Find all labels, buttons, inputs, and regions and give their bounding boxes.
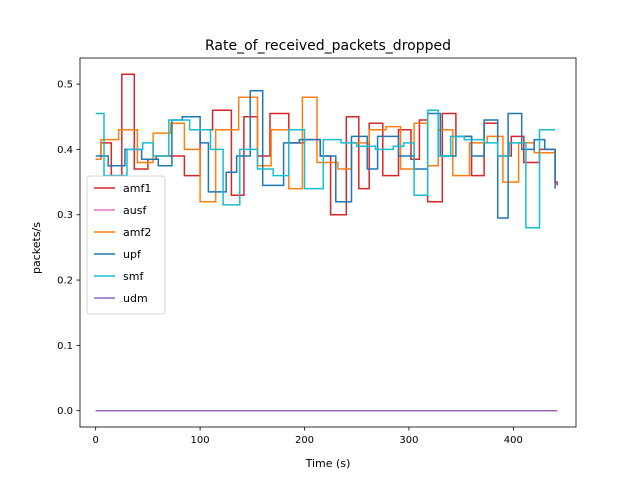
y-tick-label: 0.3 — [57, 210, 73, 221]
legend-label-amf2: amf2 — [123, 226, 151, 239]
x-axis-ticks: 0 100 200 300 400 — [92, 427, 523, 446]
x-tick-label: 0 — [92, 435, 98, 446]
legend: amf1 ausf amf2 upf smf udm — [86, 175, 166, 315]
x-tick-label: 200 — [295, 435, 314, 446]
x-tick-label: 300 — [399, 435, 418, 446]
legend-label-ausf: ausf — [123, 204, 147, 217]
y-axis-label: packets/s — [30, 222, 43, 274]
y-tick-label: 0.1 — [57, 341, 73, 352]
series-line-amf2 — [95, 96, 556, 203]
plot-frame — [79, 57, 577, 428]
y-tick-label: 0.0 — [57, 406, 73, 417]
chart-title: Rate_of_received_packets_dropped — [205, 38, 451, 54]
legend-label-upf: upf — [123, 248, 142, 261]
legend-label-smf: smf — [123, 270, 144, 283]
y-tick-label: 0.4 — [57, 145, 73, 156]
series-layer — [95, 73, 558, 412]
legend-label-udm: udm — [123, 292, 148, 305]
y-tick-label: 0.2 — [57, 276, 73, 287]
series-line-smf — [95, 109, 556, 229]
x-tick-label: 100 — [191, 435, 210, 446]
x-tick-label: 400 — [504, 435, 523, 446]
legend-label-amf1: amf1 — [123, 182, 151, 195]
x-axis-label: Time (s) — [305, 457, 351, 470]
y-tick-label: 0.5 — [57, 80, 73, 91]
y-axis-ticks: 0.0 0.1 0.2 0.3 0.4 0.5 — [57, 80, 80, 417]
